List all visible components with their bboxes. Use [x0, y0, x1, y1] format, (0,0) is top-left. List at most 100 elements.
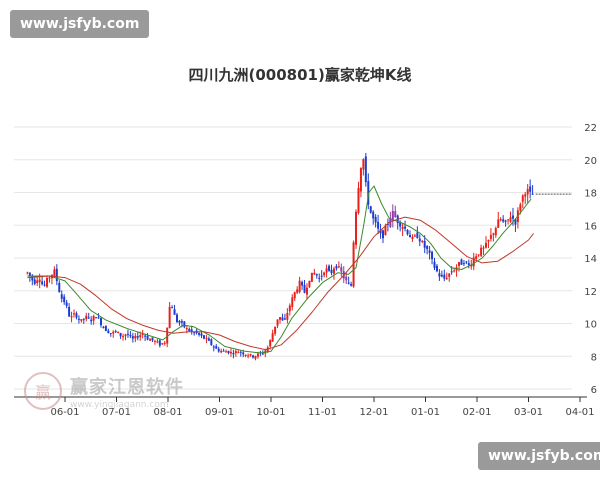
candle-body: [188, 328, 191, 332]
candle-body: [416, 232, 419, 239]
candle-body: [411, 236, 414, 239]
candle-body: [249, 354, 252, 356]
candle-body: [97, 317, 100, 319]
candle-body: [104, 325, 107, 332]
watermark-bottom: www.jsfyb.com: [478, 442, 600, 470]
candle-body: [122, 336, 125, 338]
ma-layer: [27, 185, 572, 354]
candle-body: [364, 156, 367, 183]
candle-body: [131, 336, 134, 339]
candle-body: [445, 277, 448, 279]
candle-body: [80, 319, 83, 321]
candle-body: [382, 230, 385, 239]
candle-body: [404, 226, 407, 229]
candle-body: [389, 218, 392, 227]
candle-body: [279, 317, 282, 320]
candle-body: [163, 342, 166, 344]
candle-layer: [26, 152, 534, 361]
candle-body: [347, 282, 350, 284]
y-tick-label: 22: [584, 123, 597, 134]
candle-body: [144, 335, 147, 337]
candle-body: [210, 339, 213, 345]
candle-body: [261, 353, 264, 355]
candle-body: [117, 331, 120, 334]
candle-body: [406, 229, 409, 235]
candle-body: [489, 234, 492, 239]
candle-body: [492, 233, 495, 235]
y-tick-label: 12: [584, 287, 597, 298]
x-tick-label: 04-01: [565, 407, 594, 418]
candle-body: [254, 356, 257, 359]
candle-body: [173, 309, 176, 315]
candle-body: [102, 326, 105, 328]
candle-body: [487, 239, 490, 242]
ma-long-line: [27, 216, 534, 351]
watermark-top: www.jsfyb.com: [10, 10, 150, 38]
candle-body: [433, 261, 436, 268]
candle-body: [318, 277, 321, 279]
candle-body: [183, 321, 186, 328]
candle-body: [293, 292, 296, 299]
candle-body: [391, 211, 394, 221]
software-logo: 赢 赢家江恩软件 www.yingjiagann.com: [24, 372, 184, 410]
candle-body: [485, 242, 488, 248]
candle-body: [207, 338, 210, 341]
candle-body: [87, 317, 90, 319]
candle-body: [357, 188, 360, 213]
candle-body: [509, 217, 512, 222]
candle-body: [124, 334, 127, 337]
candle-body: [421, 241, 424, 243]
candle-body: [198, 332, 201, 335]
candle-body: [58, 282, 61, 293]
candle-body: [75, 313, 78, 318]
candle-body: [28, 272, 31, 277]
candle-body: [286, 312, 289, 320]
candle-body: [161, 343, 164, 345]
candle-body: [529, 186, 532, 192]
candle-body: [440, 275, 443, 277]
candle-body: [325, 268, 328, 273]
candle-body: [384, 225, 387, 236]
candle-body: [362, 159, 365, 170]
grid-layer: [14, 126, 572, 390]
candle-body: [499, 219, 502, 221]
candle-body: [70, 316, 73, 318]
candle-body: [460, 259, 463, 265]
candle-body: [291, 297, 294, 308]
candle-body: [269, 340, 272, 347]
candle-body: [205, 338, 208, 340]
candle-body: [470, 264, 473, 267]
candle-body: [372, 211, 375, 219]
candle-body: [386, 223, 389, 225]
candle-body: [31, 275, 34, 281]
candle-body: [477, 254, 480, 256]
candle-body: [95, 317, 98, 319]
candle-body: [472, 257, 475, 267]
x-tick-label: 03-01: [514, 407, 543, 418]
candle-body: [114, 330, 117, 332]
candle-body: [332, 268, 335, 274]
candle-body: [377, 221, 380, 229]
candle-body: [26, 272, 29, 274]
candle-body: [166, 327, 169, 344]
candle-body: [41, 281, 44, 285]
candle-body: [399, 221, 402, 227]
candle-body: [200, 333, 203, 336]
y-tick-label: 20: [584, 156, 597, 167]
candle-body: [435, 265, 438, 272]
candle-body: [274, 326, 277, 334]
x-tick-label: 11-01: [308, 407, 337, 418]
candle-body: [521, 195, 524, 202]
candle-body: [320, 275, 323, 277]
y-tick-label: 16: [584, 221, 597, 232]
candle-body: [355, 211, 358, 245]
candle-body: [139, 335, 142, 338]
candle-body: [176, 314, 179, 322]
candle-body: [423, 240, 426, 248]
axis-layer: 6 8 10 12 14 16 18 20 22 06-01 07-01 08-01 09-01 10-0…: [14, 123, 597, 418]
candle-body: [296, 289, 299, 293]
candle-body: [215, 346, 218, 349]
candle-body: [119, 332, 122, 337]
candle-body: [229, 351, 232, 354]
